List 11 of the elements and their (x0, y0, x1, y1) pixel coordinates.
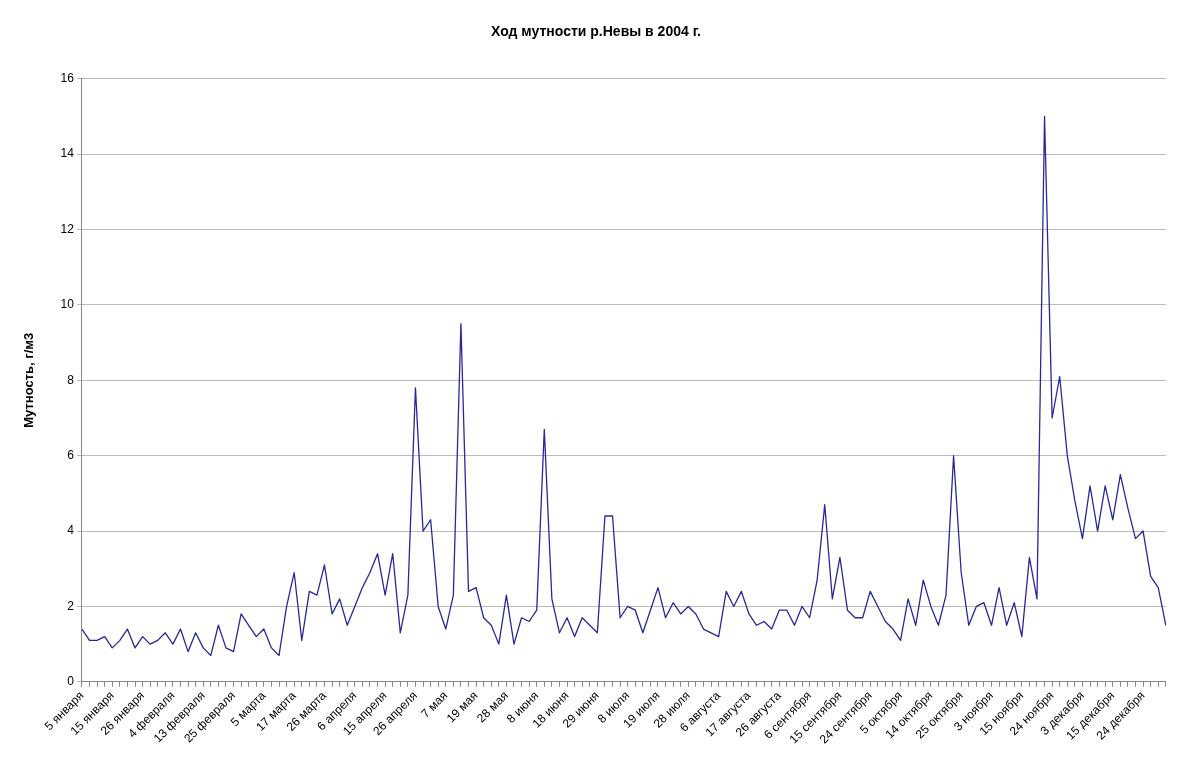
y-tick-label: 10 (60, 297, 75, 312)
y-tick-label: 4 (67, 523, 75, 538)
y-tick-label: 2 (67, 598, 75, 613)
y-tick-label: 14 (60, 146, 75, 161)
y-tick-label: 16 (60, 71, 75, 86)
y-tick-label: 6 (67, 448, 75, 462)
y-tick-label: 8 (67, 372, 75, 387)
chart-title: Ход мутности р.Невы в 2004 г. (491, 23, 701, 40)
y-axis-title: Мутность, г/м3 (21, 332, 37, 428)
y-tick-label: 0 (67, 674, 75, 689)
y-tick-label: 12 (60, 221, 75, 236)
